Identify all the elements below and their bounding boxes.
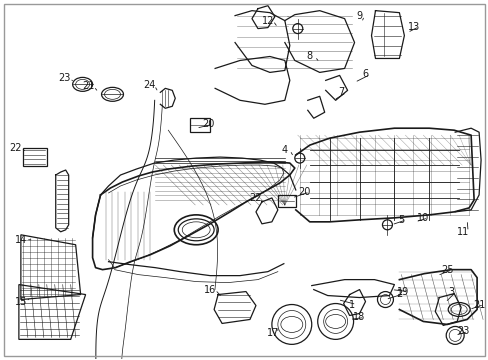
Text: 13: 13 (407, 22, 420, 32)
Text: 3: 3 (447, 287, 453, 297)
Text: 1: 1 (348, 300, 354, 310)
Text: 9: 9 (356, 11, 362, 21)
Text: 20: 20 (298, 187, 310, 197)
Text: 20: 20 (202, 119, 214, 129)
Text: 4: 4 (281, 145, 287, 155)
Text: 11: 11 (456, 227, 468, 237)
Text: 17: 17 (266, 328, 279, 338)
Text: 12: 12 (261, 15, 274, 26)
Text: 23: 23 (59, 73, 71, 84)
Text: 24: 24 (143, 80, 155, 90)
Text: 15: 15 (15, 297, 27, 306)
Text: 21: 21 (82, 81, 95, 91)
Text: 7: 7 (338, 87, 344, 97)
Text: 19: 19 (396, 287, 408, 297)
Text: 25: 25 (440, 265, 452, 275)
Text: 16: 16 (203, 284, 216, 294)
Text: 18: 18 (353, 312, 365, 323)
Text: 22: 22 (10, 143, 22, 153)
Text: 23: 23 (456, 327, 468, 336)
Text: 6: 6 (362, 69, 368, 80)
Text: 14: 14 (15, 235, 27, 245)
Text: 5: 5 (397, 215, 404, 225)
Text: 8: 8 (306, 51, 312, 62)
Text: 10: 10 (416, 213, 428, 223)
Text: 22: 22 (249, 193, 262, 203)
Text: 21: 21 (472, 300, 484, 310)
Text: 2: 2 (395, 289, 402, 298)
